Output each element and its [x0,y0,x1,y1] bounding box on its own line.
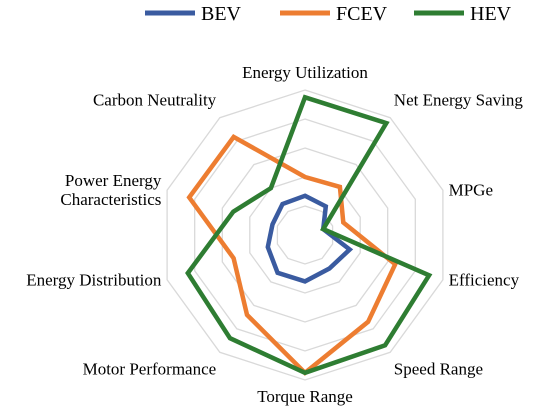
axis-label-motor-performance: Motor Performance [83,359,217,378]
grid-ring-4 [194,118,416,352]
radar-grid [166,89,444,381]
legend-label-hev: HEV [470,3,512,25]
radar-series [185,94,433,376]
axis-label-carbon-neutrality: Carbon Neutrality [93,91,217,110]
legend-label-bev: BEV [201,3,242,25]
axis-labels: Energy Utilization Net Energy Saving MPGe E… [26,63,523,406]
axis-label-net-energy-saving: Net Energy Saving [394,91,524,110]
axis-label-energy-distribution: Energy Distribution [26,270,162,289]
grid-ring-3 [221,147,389,323]
axis-label-mpge: MPGe [449,181,493,200]
series-hev-line [185,94,433,376]
axis-label-speed-range: Speed Range [394,359,483,378]
axis-label-power-energy-characteristics: Power Energy Characteristics [60,171,162,209]
axis-label-energy-utilization: Energy Utilization [242,63,368,82]
grid-ring-2 [249,176,361,294]
legend-label-fcev: FCEV [336,3,388,25]
series-bev-line [265,193,354,284]
grid-ring-5 [166,89,444,381]
axis-label-torque-range: Torque Range [257,387,353,406]
series-fcev-line [186,133,398,376]
legend: BEV FCEV HEV [145,3,512,25]
axis-label-efficiency: Efficiency [449,270,520,289]
